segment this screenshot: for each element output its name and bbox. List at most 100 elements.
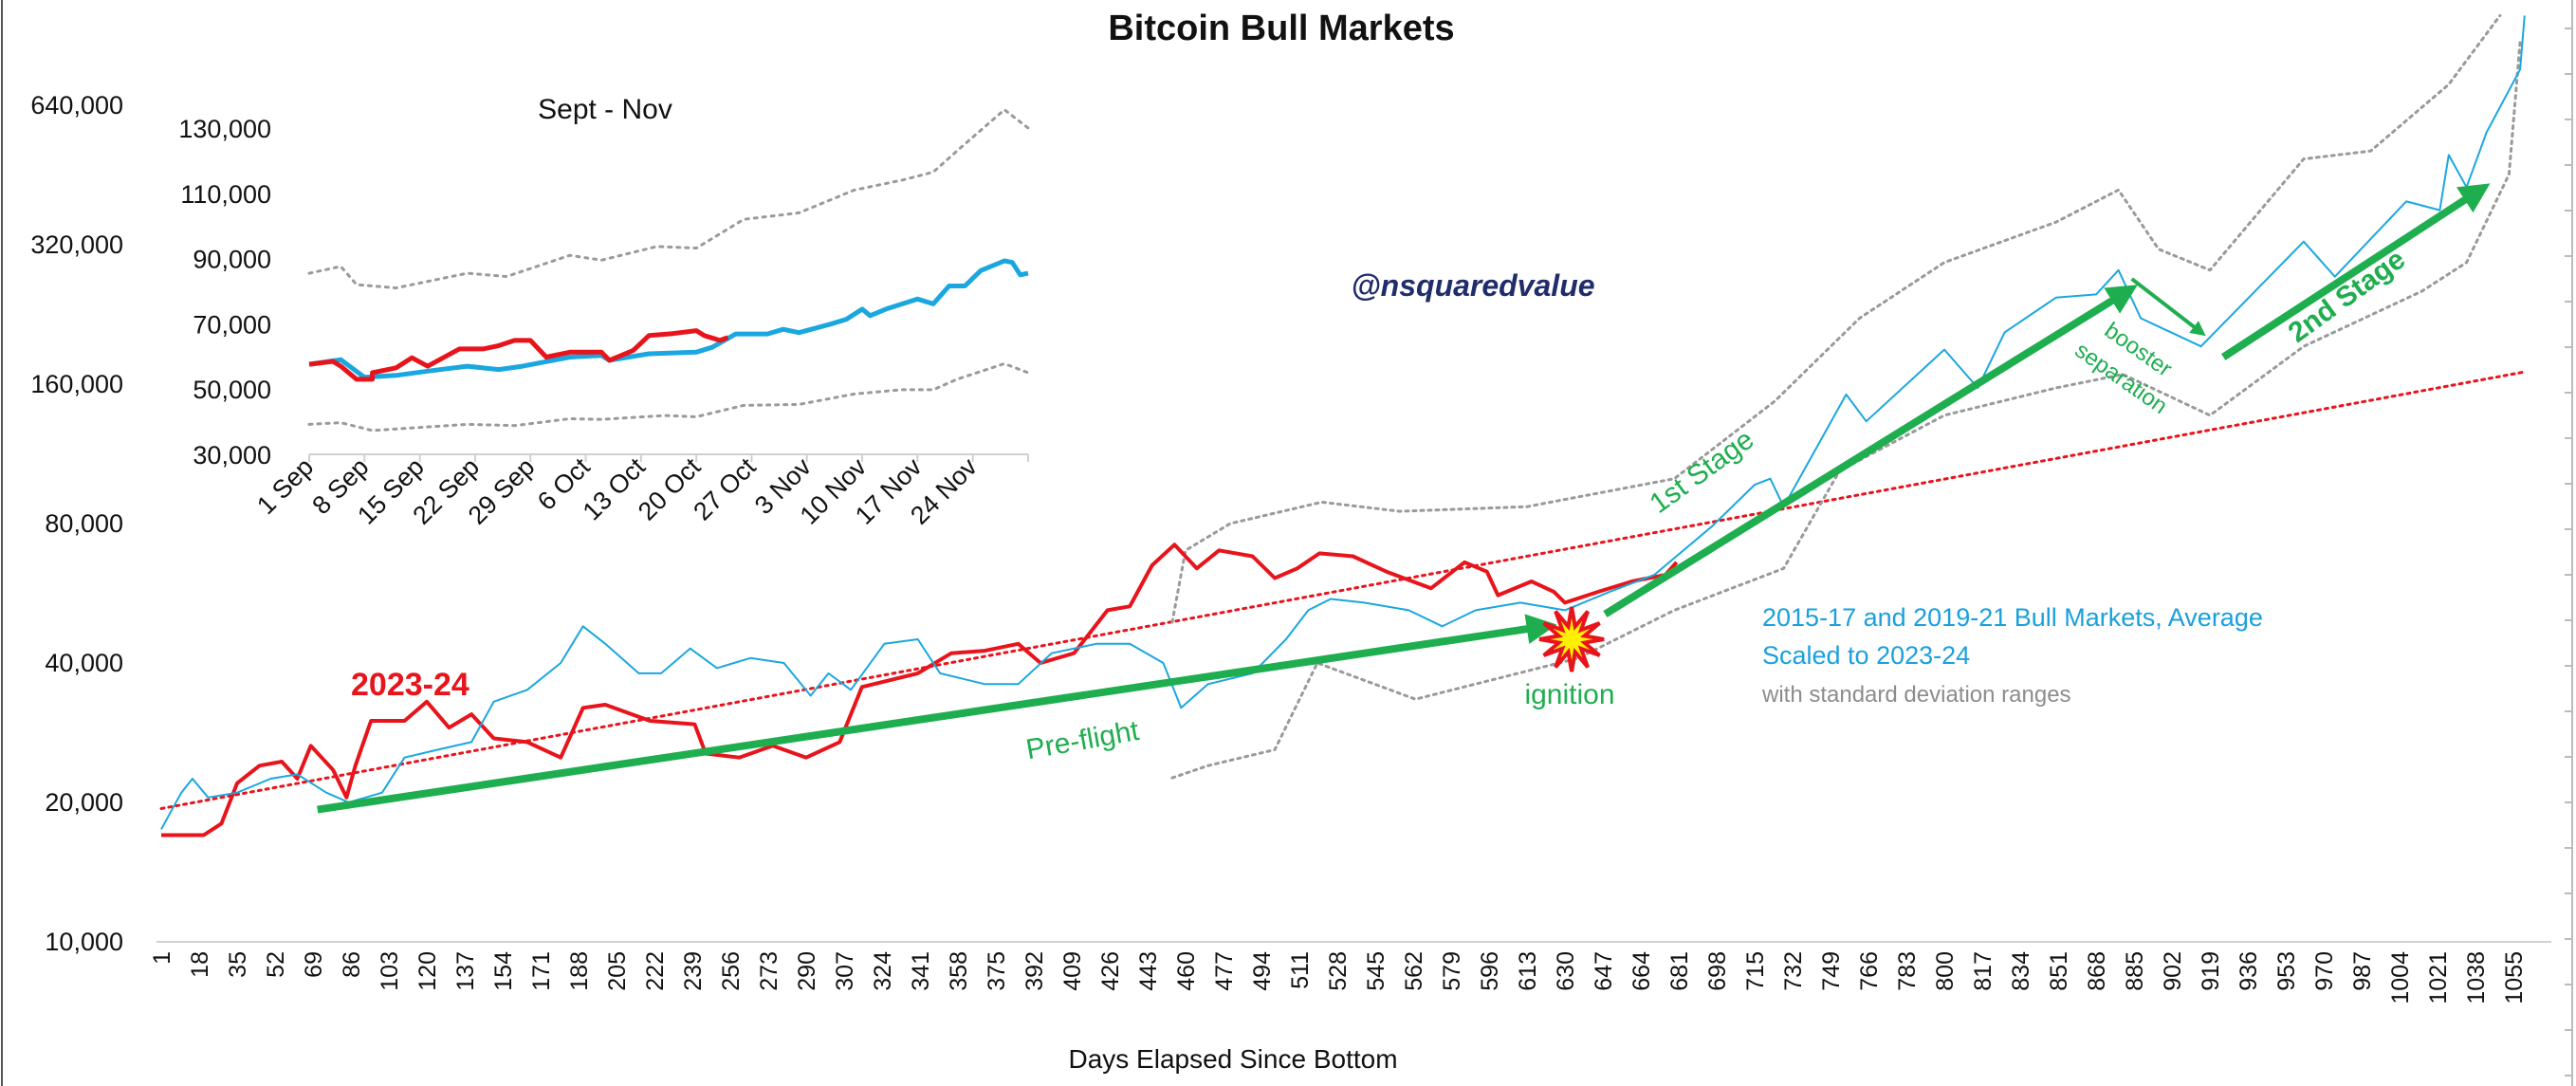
main-x-tick-label: 137 [452, 951, 479, 991]
main-x-tick-label: 970 [2311, 951, 2338, 991]
main-x-tick-label: 919 [2198, 951, 2224, 991]
inset-y-tick-label: 50,000 [193, 376, 271, 404]
inset-x-tick-label: 27 Oct [688, 452, 762, 526]
arrow-pre-flight [317, 614, 1557, 814]
inset-title: Sept - Nov [538, 94, 672, 125]
main-x-tick-label: 154 [490, 951, 517, 991]
main-y-tick-label: 160,000 [30, 370, 123, 398]
legend-line-3: with standard deviation ranges [1761, 682, 2071, 708]
legend-line-1: 2015-17 and 2019-21 Bull Markets, Averag… [1762, 603, 2263, 632]
main-series-lower-std [1170, 40, 2522, 780]
stage2-label: 2nd Stage [2283, 244, 2411, 349]
main-x-tick-label: 953 [2273, 951, 2300, 991]
main-x-tick-label: 120 [414, 951, 441, 991]
main-x-tick-label: 35 [225, 951, 251, 978]
main-x-tick-label: 936 [2236, 951, 2262, 991]
main-y-tick-label: 40,000 [45, 649, 123, 677]
legend-line-2: Scaled to 2023-24 [1762, 641, 1970, 670]
main-x-tick-label: 86 [339, 951, 365, 978]
stage1-label: 1st Stage [1644, 424, 1759, 520]
main-x-tick-label: 511 [1287, 951, 1314, 989]
inset-series [307, 108, 1030, 433]
main-x-tick-label: 698 [1704, 951, 1731, 991]
inset-series-average [308, 258, 1029, 380]
inset-y-axis-ticks: 30,000 50,000 70,000 90,000 110,000 130,000 [178, 115, 271, 469]
main-x-tick-label: 868 [2084, 951, 2110, 991]
main-x-tick-label: 1 [149, 951, 175, 965]
main-x-tick-label: 579 [1439, 951, 1465, 991]
main-x-tick-label: 188 [566, 951, 593, 991]
main-x-tick-label: 834 [2008, 951, 2034, 991]
main-x-tick-label: 987 [2349, 951, 2376, 991]
inset-y-tick-label: 90,000 [193, 246, 271, 274]
main-series-trend [159, 370, 2527, 810]
ignition-label: ignition [1524, 679, 1614, 710]
inset-y-tick-label: 130,000 [178, 115, 271, 143]
main-x-tick-label: 783 [1894, 951, 1921, 991]
ignition-explosion-icon [1538, 606, 1605, 672]
main-x-tick-label: 103 [377, 951, 403, 991]
main-series [159, 13, 2527, 838]
main-x-tick-label: 375 [984, 951, 1010, 991]
preflight-label: Pre-flight [1023, 715, 1142, 765]
main-x-tick-label: 341 [908, 951, 934, 991]
main-x-tick-label: 630 [1553, 951, 1579, 991]
main-series-upper-std [1170, 13, 2502, 624]
main-series-2023-24 [161, 543, 1679, 838]
inset-x-tick-label: 13 Oct [578, 452, 652, 526]
main-y-tick-label: 20,000 [45, 788, 123, 817]
main-x-tick-label: 52 [263, 951, 289, 978]
main-x-tick-label: 307 [832, 951, 858, 991]
main-x-tick-label: 647 [1591, 951, 1617, 991]
main-x-tick-label: 324 [870, 951, 896, 991]
watermark-handle: @nsquaredvalue [1351, 268, 1594, 303]
main-x-tick-label: 205 [604, 951, 631, 991]
inset-series-upper-std [307, 108, 1030, 290]
main-y-tick-label: 10,000 [45, 928, 123, 956]
main-x-tick-label: 494 [1249, 951, 1276, 991]
main-x-tick-label: 749 [1818, 951, 1845, 991]
main-x-tick-label: 18 [187, 951, 213, 978]
main-y-tick-label: 80,000 [45, 509, 123, 538]
main-x-tick-label: 443 [1135, 951, 1162, 991]
inset-series-lower-std [307, 361, 1030, 433]
main-y-axis-ticks: 10,000 20,000 40,000 80,000 160,000 320,000 64… [30, 91, 123, 956]
main-x-tick-label: 256 [718, 951, 745, 991]
main-x-tick-label: 681 [1666, 951, 1693, 991]
inset-y-tick-label: 30,000 [193, 441, 271, 469]
main-x-tick-label: 885 [2122, 951, 2148, 991]
right-axis-ticks [2565, 28, 2572, 1077]
arrow-2nd-stage [2220, 183, 2491, 360]
main-x-tick-label: 596 [1477, 951, 1503, 991]
main-x-tick-label: 613 [1515, 951, 1541, 991]
main-x-tick-label: 545 [1363, 951, 1389, 991]
main-x-tick-label: 409 [1059, 951, 1086, 991]
main-x-tick-label: 1038 [2463, 951, 2490, 1004]
main-x-tick-label: 239 [680, 951, 707, 991]
inset-series-2023-24 [308, 328, 729, 382]
arrow-booster-separation [2130, 277, 2206, 337]
main-x-tick-label: 817 [1970, 951, 1996, 991]
main-x-tick-label: 290 [794, 951, 820, 991]
main-x-tick-label: 273 [756, 951, 782, 991]
series-label-2023-24: 2023-24 [351, 667, 469, 703]
main-x-tick-label: 902 [2160, 951, 2186, 991]
main-x-tick-label: 460 [1173, 951, 1200, 991]
main-x-axis-ticks: 1 18 35 52 69 86 103 120 137 154 171 188 205 222 239 25… [149, 951, 2528, 1004]
main-chart: 10,000 20,000 40,000 80,000 160,000 320,000 64… [30, 13, 2551, 1074]
main-x-tick-label: 358 [946, 951, 972, 991]
main-x-tick-label: 766 [1856, 951, 1883, 991]
main-x-tick-label: 1055 [2501, 951, 2528, 1004]
main-x-tick-label: 1004 [2387, 951, 2414, 1004]
main-x-tick-label: 222 [642, 951, 669, 991]
main-arrows [317, 183, 2491, 814]
main-x-tick-label: 392 [1021, 951, 1048, 991]
inset-chart: Sept - Nov 30,000 50,000 70,000 90,000 110,0… [178, 94, 1030, 530]
inset-y-tick-label: 110,000 [180, 180, 271, 209]
main-x-tick-label: 477 [1211, 951, 1238, 991]
main-y-tick-label: 320,000 [30, 230, 123, 259]
main-x-tick-label: 732 [1780, 951, 1807, 991]
main-x-tick-label: 171 [528, 951, 555, 991]
